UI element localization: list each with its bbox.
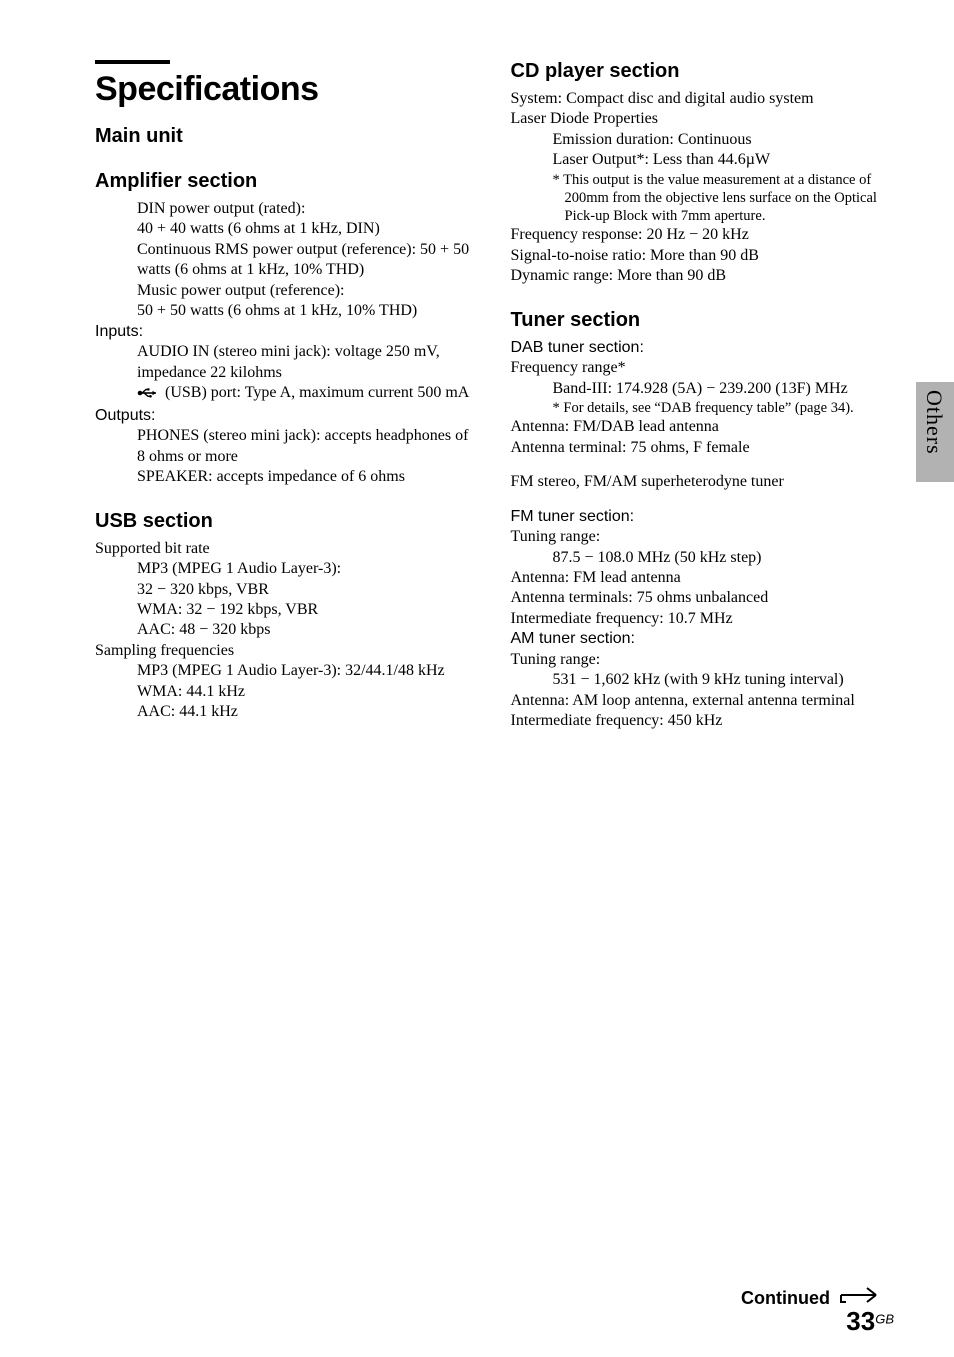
tuner-line: 87.5 − 108.0 MHz (50 kHz step) (553, 548, 895, 568)
tuner-line: FM stereo, FM/AM superheterodyne tuner (511, 472, 895, 492)
input-line: AUDIO IN (stereo mini jack): voltage 250… (137, 342, 479, 383)
usb-line: MP3 (MPEG 1 Audio Layer-3): 32/44.1/48 k… (137, 661, 479, 681)
usb-line: WMA: 32 − 192 kbps, VBR (137, 600, 479, 620)
page-title: Specifications (95, 70, 479, 109)
usb-line: AAC: 48 − 320 kbps (137, 620, 479, 640)
input-line: (USB) port: Type A, maximum current 500 … (137, 383, 479, 405)
inputs-label: Inputs: (95, 322, 479, 342)
continued-label: Continued (741, 1288, 830, 1309)
right-column: CD player section System: Compact disc a… (511, 60, 895, 732)
amp-line: Music power output (reference): (137, 281, 479, 301)
input-usb-text: (USB) port: Type A, maximum current 500 … (161, 384, 469, 401)
tuner-footnote: * For details, see “DAB frequency table”… (553, 399, 895, 417)
cd-line: Laser Output*: Less than 44.6µW (553, 150, 895, 170)
usb-sf: Sampling frequencies (95, 641, 479, 661)
outputs-label: Outputs: (95, 406, 479, 426)
amp-line: DIN power output (rated): (137, 199, 479, 219)
amp-line: 50 + 50 watts (6 ohms at 1 kHz, 10% THD) (137, 301, 479, 321)
fm-subhead: FM tuner section: (511, 507, 895, 527)
tuner-line: Intermediate frequency: 10.7 MHz (511, 609, 895, 629)
usb-line: WMA: 44.1 kHz (137, 682, 479, 702)
left-column: Specifications Main unit Amplifier secti… (95, 60, 479, 732)
cd-footnote: * This output is the value measurement a… (553, 171, 895, 225)
usb-heading: USB section (95, 510, 479, 533)
tuner-line: Antenna: AM loop antenna, external anten… (511, 691, 895, 711)
page-number: 33GB (846, 1306, 894, 1337)
dab-subhead: DAB tuner section: (511, 338, 895, 358)
output-line: PHONES (stereo mini jack): accepts headp… (137, 426, 479, 467)
amp-line: Continuous RMS power output (reference):… (137, 240, 479, 281)
tuner-line: Antenna terminals: 75 ohms unbalanced (511, 588, 895, 608)
cd-line: System: Compact disc and digital audio s… (511, 89, 895, 109)
output-line: SPEAKER: accepts impedance of 6 ohms (137, 467, 479, 487)
cd-heading: CD player section (511, 60, 895, 83)
tuner-line: Frequency range* (511, 358, 895, 378)
tuner-heading: Tuner section (511, 309, 895, 332)
tuner-line: Tuning range: (511, 650, 895, 670)
content-columns: Specifications Main unit Amplifier secti… (95, 60, 894, 732)
tuner-line: 531 − 1,602 kHz (with 9 kHz tuning inter… (553, 670, 895, 690)
usb-icon (137, 385, 159, 405)
am-subhead: AM tuner section: (511, 629, 895, 649)
cd-line: Laser Diode Properties (511, 109, 895, 129)
heading-rule (95, 60, 170, 64)
main-unit-heading: Main unit (95, 125, 479, 148)
usb-line: MP3 (MPEG 1 Audio Layer-3): (137, 559, 479, 579)
usb-sbr: Supported bit rate (95, 539, 479, 559)
page-number-value: 33 (846, 1306, 875, 1336)
cd-line: Frequency response: 20 Hz − 20 kHz (511, 225, 895, 245)
usb-line: AAC: 44.1 kHz (137, 702, 479, 722)
page-number-gb: GB (875, 1312, 894, 1327)
usb-line: 32 − 320 kbps, VBR (137, 580, 479, 600)
cd-line: Dynamic range: More than 90 dB (511, 266, 895, 286)
side-tab-label: Others (921, 390, 947, 455)
cd-line: Emission duration: Continuous (553, 130, 895, 150)
tuner-line: Tuning range: (511, 527, 895, 547)
tuner-line: Band-III: 174.928 (5A) − 239.200 (13F) M… (553, 379, 895, 399)
amplifier-heading: Amplifier section (95, 170, 479, 193)
cd-line: Signal-to-noise ratio: More than 90 dB (511, 246, 895, 266)
amp-line: 40 + 40 watts (6 ohms at 1 kHz, DIN) (137, 219, 479, 239)
tuner-line: Intermediate frequency: 450 kHz (511, 711, 895, 731)
tuner-line: Antenna: FM/DAB lead antenna (511, 417, 895, 437)
tuner-line: Antenna terminal: 75 ohms, F female (511, 438, 895, 458)
tuner-line: Antenna: FM lead antenna (511, 568, 895, 588)
